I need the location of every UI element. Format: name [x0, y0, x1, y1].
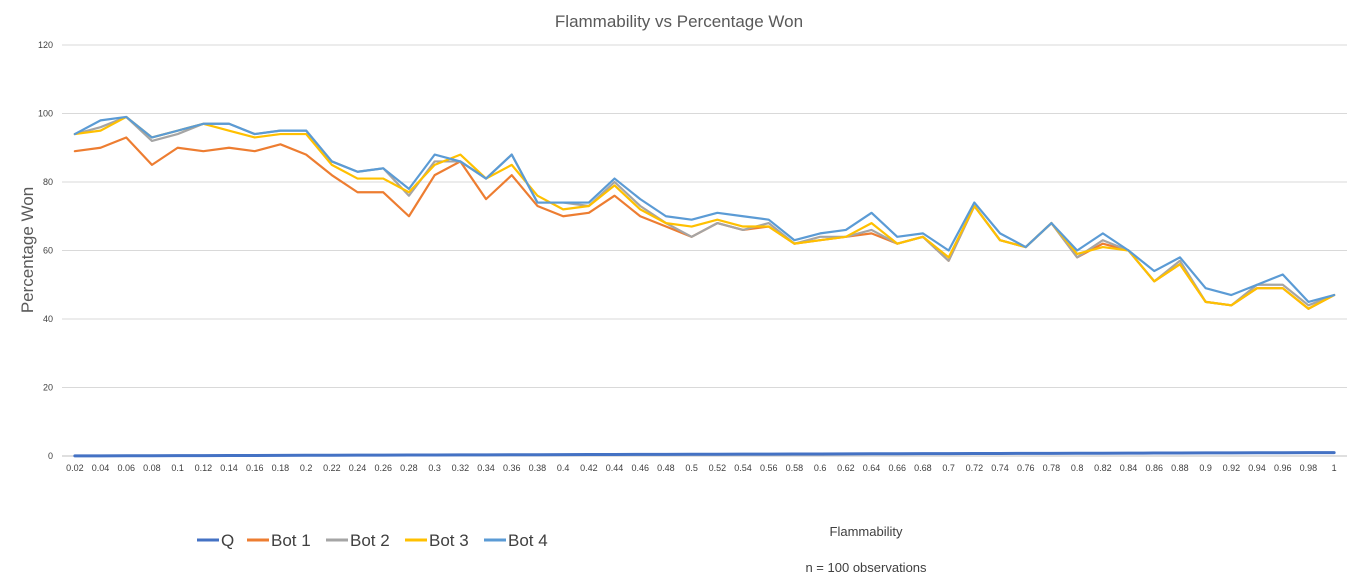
x-tick-label: 0.06 — [117, 463, 135, 473]
x-tick-label: 0.56 — [760, 463, 778, 473]
x-tick-label: 0.64 — [863, 463, 881, 473]
x-tick-label: 0.92 — [1223, 463, 1241, 473]
series-lines — [73, 115, 1336, 458]
x-tick-label: 0.22 — [323, 463, 341, 473]
x-tick-label: 0.12 — [195, 463, 213, 473]
x-tick-label: 0.8 — [1071, 463, 1084, 473]
series-line-q — [73, 451, 1336, 458]
x-tick-label: 0.94 — [1248, 463, 1266, 473]
gridlines — [62, 44, 1347, 457]
x-tick-label: 0.98 — [1300, 463, 1318, 473]
series-line-bot-4 — [73, 115, 1336, 303]
x-tick-label: 0.32 — [452, 463, 470, 473]
x-tick-label: 0.9 — [1199, 463, 1212, 473]
x-tick-label: 0.62 — [837, 463, 855, 473]
x-tick-label: 0.78 — [1043, 463, 1061, 473]
x-tick-label: 0.18 — [272, 463, 290, 473]
x-tick-label: 0.58 — [786, 463, 804, 473]
observation-note: n = 100 observations — [805, 560, 927, 575]
series-line-bot-2 — [73, 115, 1336, 307]
x-tick-label: 0.04 — [92, 463, 110, 473]
x-axis-label: Flammability — [830, 524, 903, 539]
legend-entry: Bot 1 — [271, 531, 311, 550]
y-tick-label: 100 — [38, 109, 53, 119]
x-tick-label: 0.54 — [734, 463, 752, 473]
x-tick-label: 0.84 — [1120, 463, 1138, 473]
x-tick-label: 0.96 — [1274, 463, 1292, 473]
x-tick-label: 0.2 — [300, 463, 313, 473]
x-tick-label: 0.42 — [580, 463, 598, 473]
x-tick-label: 0.82 — [1094, 463, 1112, 473]
y-tick-label: 0 — [48, 451, 53, 461]
x-tick-label: 0.48 — [657, 463, 675, 473]
x-tick-labels: 0.02 0.04 0.06 0.08 0.1 0.12 0.14 0.16 0.18 0.2 0.… — [66, 463, 1337, 473]
x-tick-label: 0.26 — [374, 463, 392, 473]
x-tick-label: 0.02 — [66, 463, 84, 473]
legend-entry: Q — [221, 531, 234, 550]
y-tick-label: 120 — [38, 40, 53, 50]
x-tick-label: 0.16 — [246, 463, 264, 473]
x-tick-label: 0.24 — [349, 463, 367, 473]
legend-entry: Bot 2 — [350, 531, 390, 550]
x-tick-label: 0.38 — [529, 463, 547, 473]
x-tick-label: 0.1 — [171, 463, 184, 473]
x-tick-label: 0.72 — [966, 463, 984, 473]
legend: Q Bot 1 Bot 2 Bot 3 Bot 4 — [197, 531, 548, 550]
x-tick-label: 0.3 — [428, 463, 441, 473]
x-tick-label: 0.28 — [400, 463, 418, 473]
x-tick-label: 0.66 — [888, 463, 906, 473]
y-tick-label: 60 — [43, 246, 53, 256]
y-tick-label: 20 — [43, 383, 53, 393]
x-tick-label: 0.74 — [991, 463, 1009, 473]
legend-entry: Bot 3 — [429, 531, 469, 550]
x-tick-label: 0.52 — [709, 463, 727, 473]
x-tick-label: 1 — [1332, 463, 1337, 473]
x-tick-label: 0.4 — [557, 463, 570, 473]
x-tick-label: 0.86 — [1145, 463, 1163, 473]
x-tick-label: 0.46 — [631, 463, 649, 473]
y-axis-label: Percentage Won — [18, 187, 37, 313]
x-tick-label: 0.14 — [220, 463, 238, 473]
x-tick-label: 0.5 — [685, 463, 698, 473]
x-tick-label: 0.88 — [1171, 463, 1189, 473]
series-line-bot-3 — [73, 115, 1336, 310]
y-tick-labels: 0 20 40 60 80 100 120 — [38, 40, 53, 461]
x-tick-label: 0.6 — [814, 463, 827, 473]
x-tick-label: 0.34 — [477, 463, 495, 473]
x-tick-label: 0.08 — [143, 463, 161, 473]
x-tick-label: 0.76 — [1017, 463, 1035, 473]
legend-entry: Bot 4 — [508, 531, 548, 550]
chart-title: Flammability vs Percentage Won — [555, 12, 803, 31]
x-tick-label: 0.68 — [914, 463, 932, 473]
x-tick-label: 0.36 — [503, 463, 521, 473]
x-tick-label: 0.7 — [942, 463, 955, 473]
x-tick-label: 0.44 — [606, 463, 624, 473]
y-tick-label: 80 — [43, 177, 53, 187]
y-tick-label: 40 — [43, 314, 53, 324]
